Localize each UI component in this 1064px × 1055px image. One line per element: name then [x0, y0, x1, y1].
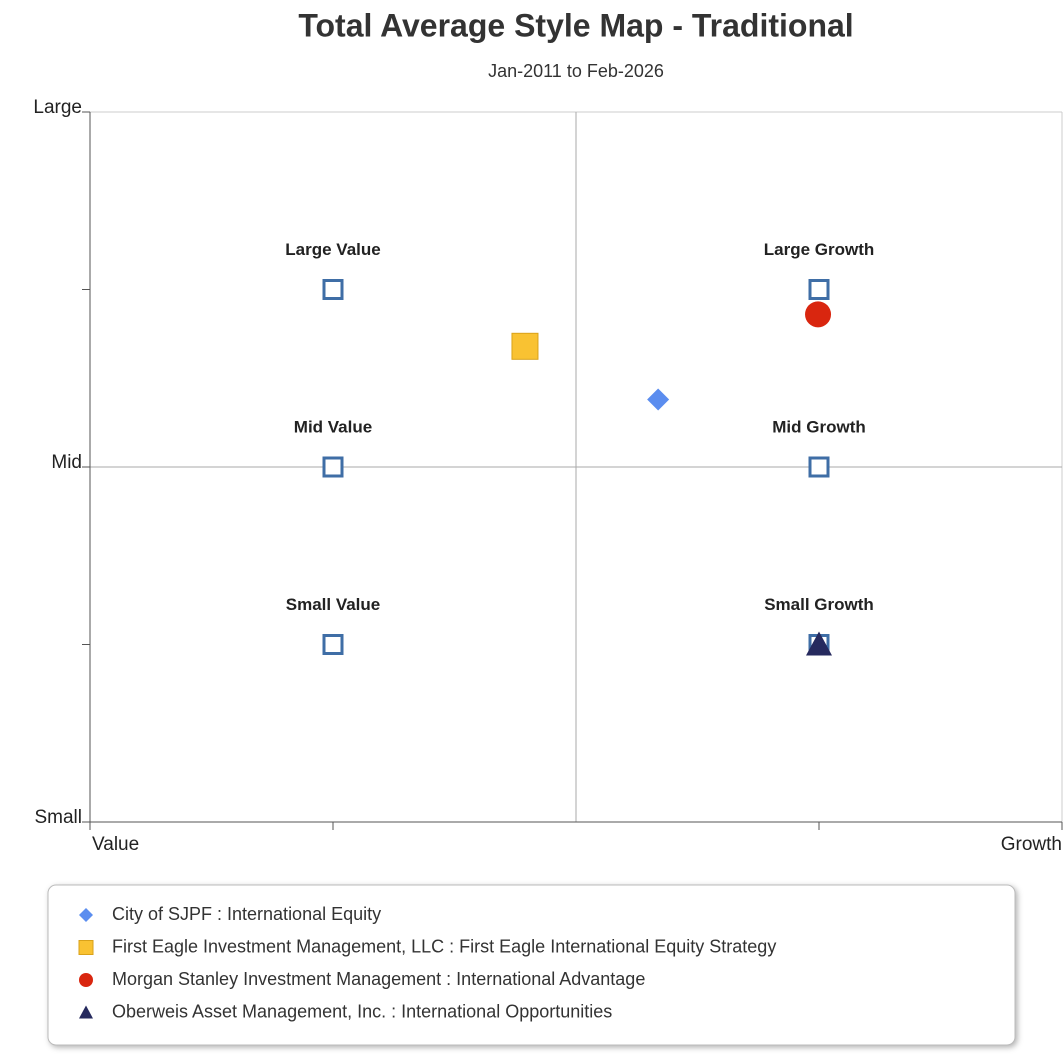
style-box-label: Mid Value — [294, 417, 372, 436]
style-box — [808, 279, 830, 300]
legend-marker — [79, 908, 93, 922]
point — [805, 301, 832, 328]
y-tick-label: Large — [33, 97, 82, 118]
style-box-label: Small Value — [286, 595, 381, 614]
style-box — [808, 456, 830, 478]
y-tick-label: Mid — [51, 452, 82, 473]
style-box-label: Small Growth — [764, 595, 874, 614]
style-box — [322, 279, 344, 300]
style-box — [322, 456, 344, 478]
legend-marker — [78, 940, 94, 955]
style-box — [322, 634, 344, 655]
chart-title: Total Average Style Map - Traditional — [298, 7, 853, 43]
legend-label: First Eagle Investment Management, LLC :… — [112, 936, 776, 956]
legend-label: Oberweis Asset Management, Inc. : Intern… — [112, 1001, 612, 1021]
legend-marker — [79, 973, 93, 987]
legend-box — [47, 884, 1016, 1046]
point — [806, 631, 832, 656]
point — [511, 332, 539, 360]
style-box-label: Mid Growth — [772, 417, 865, 436]
style-box-label: Large Value — [285, 240, 380, 259]
legend-label: Morgan Stanley Investment Management : I… — [112, 969, 645, 989]
y-tick-label: Small — [34, 807, 82, 828]
point — [647, 388, 670, 411]
legend-label: City of SJPF : International Equity — [112, 904, 381, 924]
x-tick-label: Value — [92, 834, 139, 855]
chart-subtitle: Jan-2011 to Feb-2026 — [488, 61, 664, 81]
style-box-label: Large Growth — [764, 240, 875, 259]
legend-marker — [79, 1005, 93, 1019]
x-tick-label: Growth — [1001, 834, 1062, 855]
